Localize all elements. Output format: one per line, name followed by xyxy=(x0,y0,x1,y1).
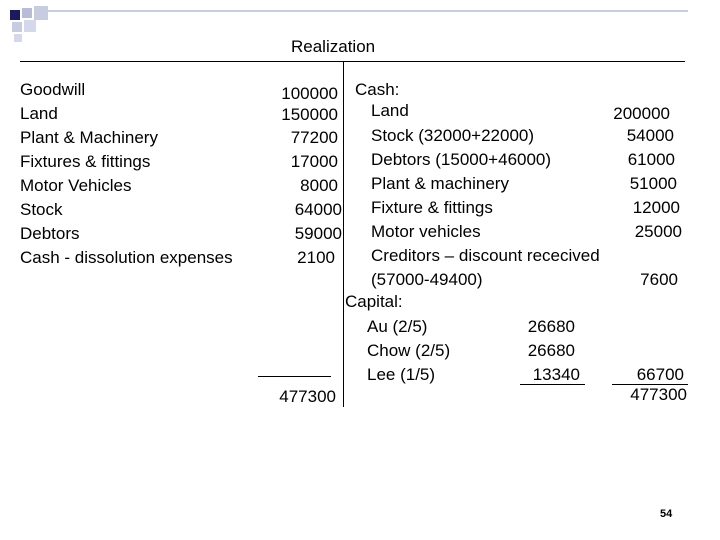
debit-total-rule xyxy=(258,376,331,377)
capital-label: Lee (1/5) xyxy=(367,365,436,384)
capital-label: Chow (2/5) xyxy=(367,341,451,360)
credit-amount: 200000 xyxy=(613,104,670,123)
debit-label: Motor Vehicles xyxy=(20,176,132,195)
cash-heading: Cash: xyxy=(355,80,400,99)
capital-total: 66700 xyxy=(636,365,684,384)
debit-label: Goodwill xyxy=(20,80,86,99)
top-decoration-line xyxy=(48,10,688,12)
debit-label: Plant & Machinery xyxy=(20,128,158,147)
debit-label: Cash - dissolution expenses xyxy=(20,248,233,267)
debit-label: Debtors xyxy=(20,224,80,243)
debit-amount: 150000 xyxy=(281,105,338,124)
capital-subtotal-rule xyxy=(520,384,585,385)
credit-label: Debtors (15000+46000) xyxy=(371,150,552,169)
debit-amount: 2100 xyxy=(297,248,335,267)
credit-label: Stock (32000+22000) xyxy=(371,126,535,145)
credit-label: Fixture & fittings xyxy=(371,198,493,217)
title-underline xyxy=(20,61,685,62)
debit-total: 477300 xyxy=(279,387,336,406)
credit-label: Land xyxy=(371,101,409,120)
debit-amount: 59000 xyxy=(294,224,342,243)
debit-label: Land xyxy=(20,104,58,123)
credit-label: (57000-49400) xyxy=(371,270,483,289)
credit-total-rule xyxy=(612,384,688,385)
capital-amount: 26680 xyxy=(527,341,575,360)
debit-amount: 100000 xyxy=(281,84,338,103)
capital-heading: Capital: xyxy=(345,292,403,311)
credit-label: Motor vehicles xyxy=(371,222,481,241)
credit-total: 477300 xyxy=(630,385,687,404)
debit-amount: 77200 xyxy=(290,128,338,147)
credit-amount: 51000 xyxy=(629,174,677,193)
debit-amount: 17000 xyxy=(290,152,338,171)
credit-amount: 54000 xyxy=(626,126,674,145)
debit-amount: 8000 xyxy=(300,176,338,195)
page-number: 54 xyxy=(660,508,673,520)
debit-amount: 64000 xyxy=(294,200,342,219)
capital-amount: 26680 xyxy=(527,317,575,336)
credit-amount: 7600 xyxy=(640,270,678,289)
credit-amount: 12000 xyxy=(632,198,680,217)
page-title: Realization xyxy=(291,37,376,56)
capital-label: Au (2/5) xyxy=(367,317,428,336)
debit-label: Stock xyxy=(20,200,63,219)
debit-label: Fixtures & fittings xyxy=(20,152,151,171)
credit-label: Creditors – discount rececived xyxy=(371,246,600,265)
credit-amount: 61000 xyxy=(627,150,675,169)
t-account-divider xyxy=(343,61,344,407)
credit-amount: 25000 xyxy=(634,222,682,241)
capital-amount: 13340 xyxy=(532,365,580,384)
credit-label: Plant & machinery xyxy=(371,174,509,193)
